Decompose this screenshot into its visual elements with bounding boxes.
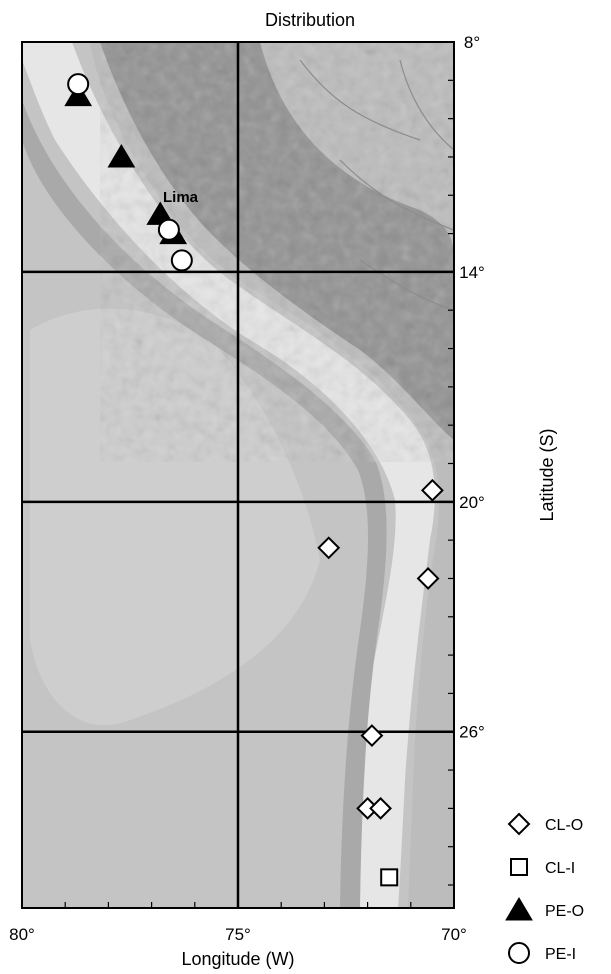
marker-cl-o xyxy=(420,478,444,502)
legend-label-pe-i: PE-I xyxy=(545,946,576,963)
legend-label-pe-o: PE-O xyxy=(545,903,584,920)
x-tick-label: 70° xyxy=(441,925,467,944)
river-line xyxy=(359,259,454,311)
legend-marker-pe-i xyxy=(508,942,530,964)
map-title: Distribution xyxy=(265,10,355,30)
marker-pe-i xyxy=(67,73,90,96)
legend-label-cl-o: CL-O xyxy=(545,817,583,834)
marker-pe-i xyxy=(170,249,193,272)
marker-cl-o xyxy=(360,724,384,747)
andes-texture xyxy=(100,42,454,462)
y-tick-label: 14° xyxy=(459,263,485,282)
continental-shelf xyxy=(22,42,435,908)
occurrence-markers xyxy=(64,73,444,887)
x-tick-label: 75° xyxy=(225,925,251,944)
marker-cl-o xyxy=(369,796,392,820)
legend-marker-cl-i xyxy=(510,858,528,876)
river-line xyxy=(339,159,454,231)
trench-band xyxy=(22,100,387,908)
place-label-lima: Lima xyxy=(163,189,199,206)
marker-cl-o xyxy=(416,567,440,590)
y-tick-label: 26° xyxy=(459,723,485,742)
y-tick-label: 20° xyxy=(459,493,485,512)
map-frame xyxy=(21,41,455,909)
legend: CL-O CL-I PE-O PE-I xyxy=(505,812,584,964)
river-line xyxy=(299,59,421,141)
tick-labels: 80° 75° 70° 8° 14° 20° 26° xyxy=(9,33,485,944)
river-line xyxy=(399,59,454,151)
x-tick-label: 80° xyxy=(9,925,35,944)
legend-label-cl-i: CL-I xyxy=(545,860,575,877)
y-tick-label: 8° xyxy=(464,33,480,52)
legend-marker-pe-o xyxy=(505,897,533,921)
marker-cl-i xyxy=(380,868,399,887)
legend-marker-cl-o xyxy=(507,812,531,836)
y-axis-title: Latitude (S) xyxy=(537,428,557,521)
graticule xyxy=(21,41,455,908)
marker-cl-o xyxy=(317,536,341,560)
marker-pe-i xyxy=(157,218,180,241)
marker-pe-o xyxy=(107,143,136,168)
x-axis-title: Longitude (W) xyxy=(181,949,294,969)
